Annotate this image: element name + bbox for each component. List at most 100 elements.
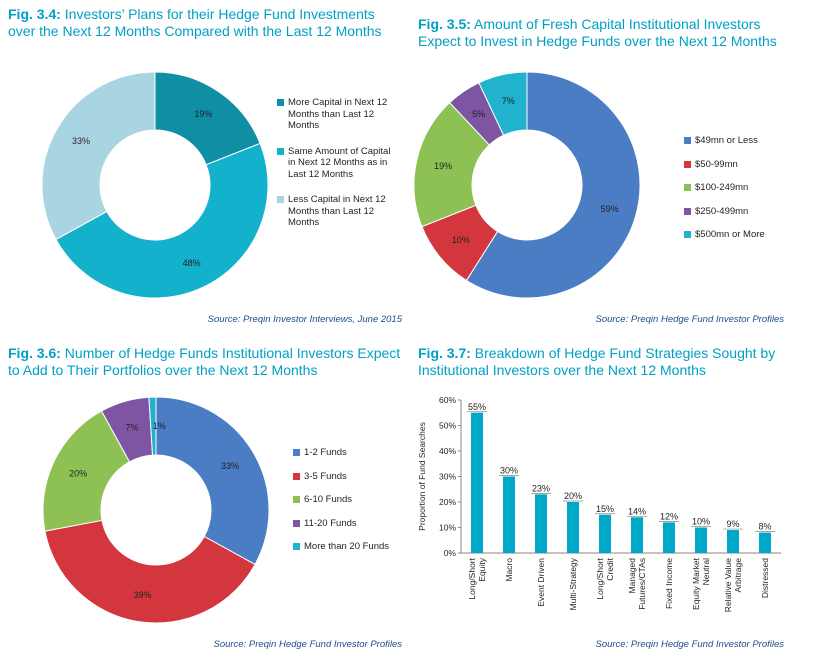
- x-tick-label: Macro: [504, 558, 514, 582]
- x-tick-label: Relative ValueArbitrage: [723, 558, 743, 612]
- donut-slice: [44, 519, 256, 624]
- legend-item: Less Capital in Next 12 Months than Last…: [277, 194, 397, 229]
- donut-slice: [155, 396, 270, 566]
- legend-item: $500mn or More: [684, 229, 804, 241]
- fig-3-4-legend: More Capital in Next 12 Months than Last…: [277, 97, 397, 229]
- legend-item: More Capital in Next 12 Months than Last…: [277, 97, 397, 132]
- fig-3-7-title-text: Breakdown of Hedge Fund Strategies Sough…: [418, 345, 776, 378]
- x-tick-label: Distressed: [760, 558, 770, 598]
- legend-label: More Capital in Next 12 Months than Last…: [288, 97, 388, 131]
- bar-data-label: 15%: [596, 504, 614, 514]
- slice-data-label: 33%: [72, 136, 90, 146]
- legend-swatch: [277, 147, 284, 155]
- legend-swatch: [277, 99, 284, 106]
- donut-slice: [465, 71, 641, 299]
- fig-3-7-source: Source: Preqin Hedge Fund Investor Profi…: [595, 639, 784, 650]
- donut-slice: [478, 71, 528, 136]
- legend-label: More than 20 Funds: [304, 541, 390, 552]
- bar: [663, 522, 675, 553]
- legend-label: 6-10 Funds: [304, 494, 353, 505]
- bar: [503, 476, 515, 553]
- bar-data-label: 9%: [726, 519, 739, 529]
- slice-data-label: 1%: [153, 421, 166, 431]
- bar: [727, 530, 739, 553]
- legend-label: 1-2 Funds: [304, 447, 347, 458]
- donut-slice: [42, 410, 131, 532]
- bar: [599, 514, 611, 553]
- bar: [567, 502, 579, 553]
- fig-3-5-legend: $49mn or Less $50-99mn $100-249mn $250-499m…: [684, 135, 804, 253]
- slice-data-label: 7%: [125, 422, 138, 432]
- fig-3-4-number: Fig. 3.4:: [8, 6, 61, 22]
- legend-item: $250-499mn: [684, 206, 804, 218]
- y-tick-label: 0%: [444, 548, 457, 558]
- legend-label: $250-499mn: [695, 205, 749, 217]
- slice-data-label: 7%: [502, 96, 515, 106]
- y-axis-title: Proportion of Fund Searches: [417, 422, 427, 531]
- legend-swatch: [293, 543, 300, 550]
- slice-data-label: 39%: [134, 590, 152, 600]
- legend-swatch: [684, 137, 691, 144]
- fig-3-5-title: Fig. 3.5: Amount of Fresh Capital Instit…: [418, 16, 803, 50]
- legend-item: $50-99mn: [684, 159, 804, 171]
- fig-3-4-title: Fig. 3.4: Investors’ Plans for their Hed…: [8, 6, 393, 40]
- fig-3-4-title-text: Investors’ Plans for their Hedge Fund In…: [8, 6, 382, 39]
- legend-item: Same Amount of Capital in Next 12 Months…: [277, 146, 397, 181]
- fig-3-6-title-text: Number of Hedge Funds Institutional Inve…: [8, 345, 401, 378]
- bar-data-label: 10%: [692, 517, 710, 527]
- legend-swatch: [684, 207, 691, 215]
- legend-swatch: [684, 231, 691, 238]
- fig-3-5-title-text: Amount of Fresh Capital Institutional In…: [418, 16, 777, 49]
- x-tick-label: ManagedFutures/CTAs: [627, 558, 647, 610]
- legend-label: 11-20 Funds: [304, 517, 357, 529]
- legend-item: 1-2 Funds: [293, 447, 413, 459]
- slice-data-label: 33%: [221, 461, 239, 471]
- bar-data-label: 12%: [660, 511, 678, 521]
- y-tick-label: 60%: [439, 395, 456, 405]
- bar-data-label: 8%: [758, 522, 771, 532]
- bar: [695, 527, 707, 553]
- legend-swatch: [277, 196, 284, 203]
- legend-swatch: [293, 472, 300, 480]
- donut-slice: [154, 71, 261, 166]
- fig-3-4-source: Source: Preqin Investor Interviews, June…: [207, 314, 402, 325]
- y-tick-label: 40%: [439, 446, 456, 456]
- fig-3-7-number: Fig. 3.7:: [418, 345, 471, 361]
- donut-slice: [55, 142, 269, 299]
- x-tick-label: Long/ShortCredit: [595, 557, 615, 599]
- legend-swatch: [293, 449, 300, 456]
- donut-slice: [413, 101, 491, 228]
- slice-data-label: 10%: [452, 235, 470, 245]
- slice-data-label: 19%: [194, 109, 212, 119]
- fig-3-6-number: Fig. 3.6:: [8, 345, 61, 361]
- donut-slice: [41, 71, 156, 241]
- legend-label: $100-249mn: [695, 182, 749, 193]
- bar: [471, 412, 483, 553]
- bar: [759, 532, 771, 553]
- x-tick-label: Equity MarketNeutral: [691, 557, 711, 610]
- bar-data-label: 30%: [500, 466, 518, 476]
- legend-item: $100-249mn: [684, 182, 804, 194]
- slice-data-label: 19%: [434, 161, 452, 171]
- y-tick-label: 50%: [439, 421, 456, 431]
- fig-3-7-title: Fig. 3.7: Breakdown of Hedge Fund Strate…: [418, 345, 808, 379]
- x-tick-label: Long/ShortEquity: [467, 557, 487, 599]
- bar-data-label: 20%: [564, 491, 582, 501]
- legend-label: Less Capital in Next 12 Months than Last…: [288, 194, 386, 228]
- bar: [535, 494, 547, 553]
- fig-3-6-source: Source: Preqin Hedge Fund Investor Profi…: [213, 639, 402, 650]
- legend-label: $49mn or Less: [695, 135, 758, 146]
- legend-label: 3-5 Funds: [304, 470, 347, 482]
- legend-swatch: [293, 496, 300, 503]
- legend-item: More than 20 Funds: [293, 541, 413, 553]
- y-tick-label: 30%: [439, 472, 456, 482]
- y-tick-label: 20%: [439, 497, 456, 507]
- fig-3-5-source: Source: Preqin Hedge Fund Investor Profi…: [595, 314, 784, 325]
- legend-label: $500mn or More: [695, 229, 765, 240]
- x-tick-label: Event Driven: [536, 558, 546, 607]
- legend-label: $50-99mn: [695, 158, 738, 170]
